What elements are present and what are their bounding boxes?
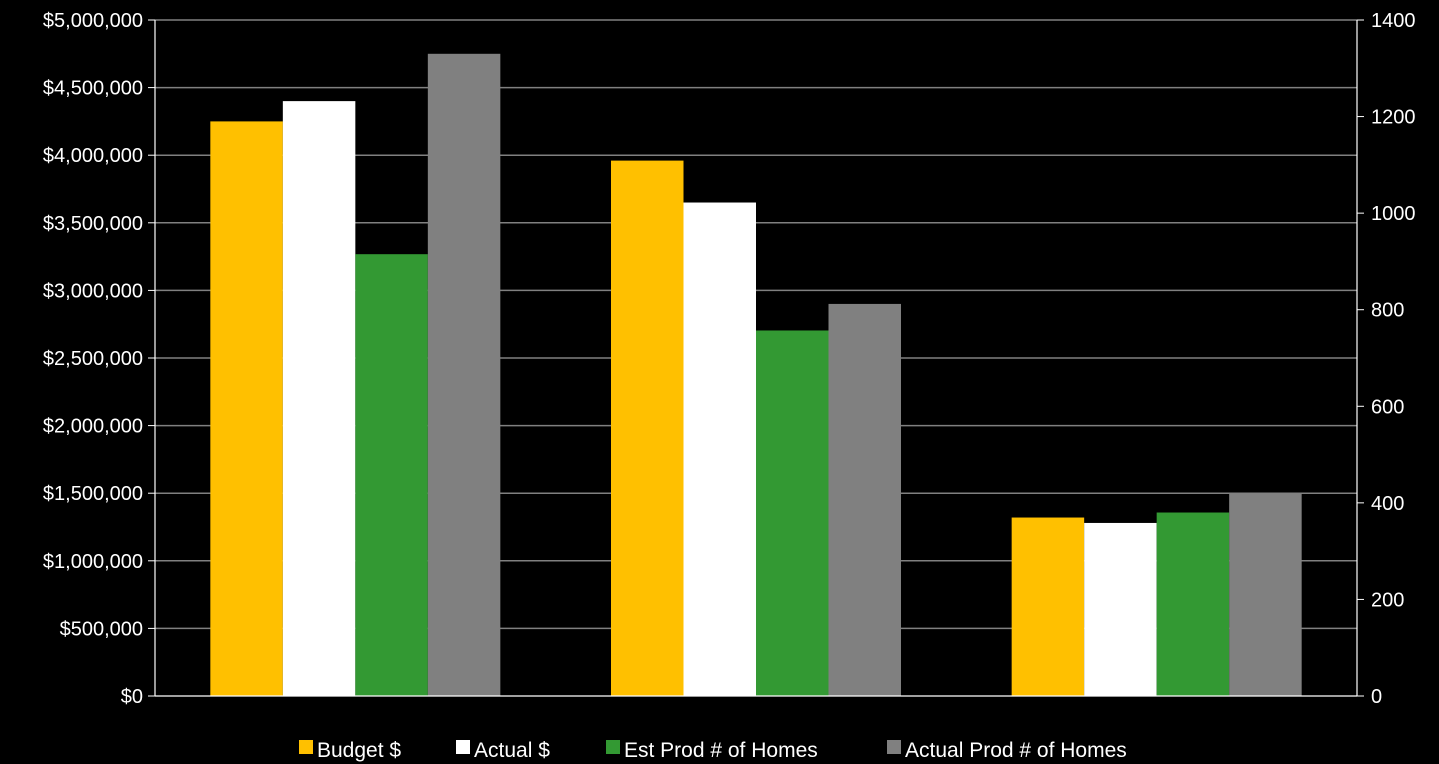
legend-label: Est Prod # of Homes	[624, 739, 818, 762]
bar	[210, 121, 283, 696]
left-tick-label: $5,000,000	[43, 10, 143, 32]
right-tick-label: 1200	[1371, 107, 1416, 129]
legend-swatch	[299, 740, 313, 754]
left-tick-label: $500,000	[60, 618, 143, 640]
legend-swatch	[887, 740, 901, 754]
bar	[355, 254, 428, 696]
bar	[1084, 522, 1157, 696]
left-tick-label: $4,000,000	[43, 145, 143, 167]
right-tick-label: 200	[1371, 589, 1404, 611]
legend-swatch	[606, 740, 620, 754]
left-tick-label: $1,000,000	[43, 551, 143, 573]
legend-label: Actual $	[474, 739, 550, 762]
legend-swatch	[456, 740, 470, 754]
right-tick-label: 0	[1371, 686, 1382, 708]
left-tick-label: $3,000,000	[43, 280, 143, 302]
bar	[611, 160, 684, 696]
right-tick-label: 1000	[1371, 203, 1416, 225]
right-axis-ticks: 0 200 400 600 800 1000 1200 1400	[1371, 10, 1416, 708]
axes	[148, 19, 1364, 697]
right-tick-label: 800	[1371, 300, 1404, 322]
bars	[210, 53, 1302, 697]
right-tick-label: 1400	[1371, 10, 1416, 32]
legend-label: Actual Prod # of Homes	[905, 739, 1127, 762]
legend: Budget $ Actual $ Est Prod # of Homes Actua…	[299, 739, 1127, 762]
bar	[1011, 517, 1085, 696]
legend-label: Budget $	[317, 739, 401, 762]
left-tick-label: $2,500,000	[43, 348, 143, 370]
bar	[427, 53, 501, 697]
bar	[828, 303, 901, 696]
bar	[1156, 512, 1230, 696]
left-tick-label: $1,500,000	[43, 483, 143, 505]
left-axis-ticks: $0 $500,000 $1,000,000 $1,500,000 $2,000,000…	[43, 10, 143, 708]
right-tick-label: 400	[1371, 493, 1404, 515]
right-tick-label: 600	[1371, 396, 1404, 418]
bar	[683, 202, 756, 696]
bar	[1229, 493, 1302, 696]
bar	[282, 101, 356, 697]
left-tick-label: $4,500,000	[43, 78, 143, 100]
left-tick-label: $0	[121, 686, 143, 708]
bar	[756, 330, 829, 696]
left-tick-label: $2,000,000	[43, 416, 143, 438]
left-tick-label: $3,500,000	[43, 213, 143, 235]
